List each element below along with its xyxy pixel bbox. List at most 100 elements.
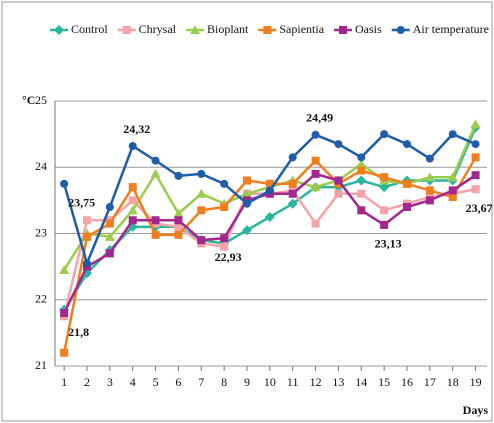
marker xyxy=(59,264,70,274)
marker xyxy=(127,205,138,215)
marker xyxy=(403,179,411,188)
marker xyxy=(151,216,160,225)
marker xyxy=(151,230,160,239)
x-tick-label: 7 xyxy=(198,375,204,389)
marker xyxy=(151,156,160,165)
data-label: 23,67 xyxy=(466,201,493,215)
x-axis-label: Days xyxy=(463,403,489,417)
marker xyxy=(380,220,389,229)
marker xyxy=(60,309,69,317)
marker xyxy=(54,25,64,35)
marker xyxy=(334,140,343,149)
data-label: 24,32 xyxy=(123,122,150,136)
marker xyxy=(174,171,183,180)
series-line xyxy=(62,187,476,317)
marker xyxy=(105,249,114,258)
x-tick-label: 11 xyxy=(287,375,299,389)
marker xyxy=(174,230,183,239)
marker xyxy=(220,242,229,251)
marker xyxy=(448,193,457,202)
marker xyxy=(220,179,229,188)
x-tick-label: 14 xyxy=(355,375,367,389)
marker xyxy=(104,231,115,241)
marker xyxy=(380,206,389,215)
x-tick-label: 9 xyxy=(244,375,250,389)
data-label: 23,13 xyxy=(375,237,402,251)
marker xyxy=(424,172,435,182)
marker xyxy=(356,158,367,168)
marker xyxy=(403,140,411,149)
marker xyxy=(127,221,138,232)
marker xyxy=(310,182,321,192)
marker xyxy=(60,179,69,188)
marker xyxy=(425,154,434,163)
marker xyxy=(471,140,480,149)
x-tick-label: 5 xyxy=(153,375,159,389)
marker xyxy=(470,119,481,129)
marker xyxy=(448,186,457,195)
marker xyxy=(128,142,137,151)
marker xyxy=(122,26,131,34)
marker xyxy=(396,26,405,34)
marker xyxy=(196,188,207,198)
marker xyxy=(311,130,320,139)
marker xyxy=(311,169,320,178)
x-tick-label: 13 xyxy=(332,375,344,389)
marker xyxy=(263,26,272,34)
marker xyxy=(264,211,275,222)
marker xyxy=(105,219,114,228)
marker xyxy=(471,171,480,180)
marker xyxy=(150,168,161,178)
x-tick-label: 15 xyxy=(378,375,390,389)
x-tick-label: 10 xyxy=(264,375,276,389)
marker xyxy=(334,176,343,185)
marker xyxy=(173,208,184,218)
marker xyxy=(357,206,366,215)
marker xyxy=(128,183,137,192)
marker xyxy=(357,189,366,198)
marker xyxy=(288,153,297,162)
marker xyxy=(220,234,229,243)
x-tick-label: 6 xyxy=(175,375,181,389)
marker xyxy=(448,130,457,139)
marker xyxy=(380,130,389,139)
marker xyxy=(174,216,183,225)
marker xyxy=(128,196,137,205)
y-tick-label: 24 xyxy=(35,159,47,173)
x-tick-label: 4 xyxy=(130,375,136,389)
x-tick-label: 2 xyxy=(84,375,90,389)
legend-label: Sapientia xyxy=(279,22,324,36)
marker xyxy=(265,186,274,195)
x-tick-label: 18 xyxy=(447,375,459,389)
x-tick-label: 8 xyxy=(221,375,227,389)
marker xyxy=(128,216,137,225)
data-label: 23,75 xyxy=(68,196,95,210)
marker xyxy=(190,25,201,34)
legend-label: Oasis xyxy=(355,22,382,36)
legend-label: Bioplant xyxy=(207,22,249,36)
marker xyxy=(380,173,389,182)
marker xyxy=(311,219,320,228)
x-tick-label: 19 xyxy=(470,375,482,389)
marker xyxy=(379,182,390,193)
marker xyxy=(403,203,411,211)
y-tick-label: 23 xyxy=(35,225,47,239)
y-tick-label: 22 xyxy=(35,292,47,306)
marker xyxy=(174,222,183,231)
y-tick-label: 21 xyxy=(35,358,47,372)
y-tick-label: 25 xyxy=(35,93,47,107)
marker xyxy=(334,189,343,198)
marker xyxy=(265,179,274,188)
legend-label: Control xyxy=(71,22,108,36)
marker xyxy=(242,225,252,236)
marker xyxy=(243,199,251,208)
marker xyxy=(60,348,69,357)
marker xyxy=(357,166,366,175)
marker xyxy=(339,26,348,34)
marker xyxy=(83,232,91,241)
marker xyxy=(220,203,229,211)
marker xyxy=(311,156,320,165)
marker xyxy=(242,188,252,198)
